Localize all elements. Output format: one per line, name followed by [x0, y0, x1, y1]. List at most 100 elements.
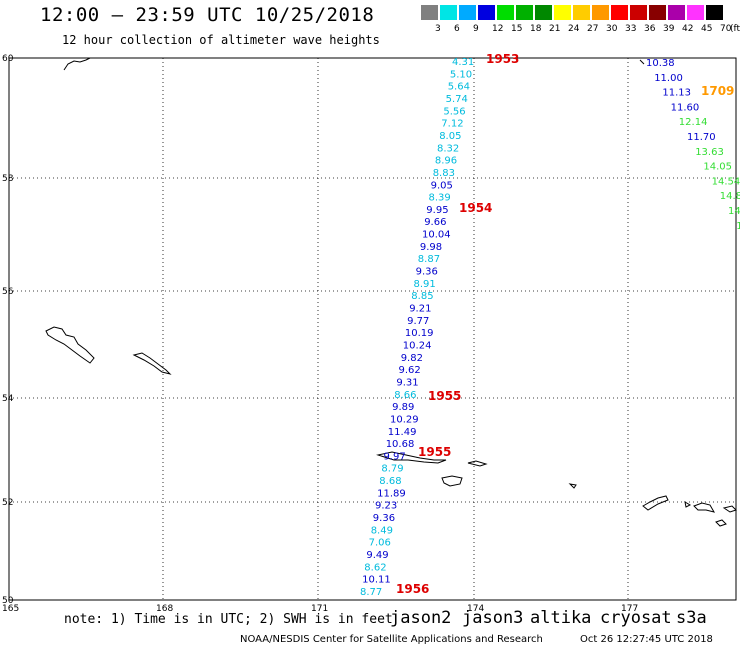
legend-swatch [630, 5, 647, 20]
swh-value: 9.49 [366, 550, 388, 561]
swh-value: 10.04 [422, 230, 451, 241]
swh-value: 8.49 [371, 525, 393, 536]
swh-value: 14. [728, 206, 740, 217]
timestamp-text: Oct 26 12:27:45 UTC 2018 [580, 634, 713, 645]
legend-swatch [592, 5, 609, 20]
legend-swatch [668, 5, 685, 20]
lon-label: 171 [311, 604, 328, 614]
swh-value: 7.12 [441, 119, 463, 130]
sat-altika-label: altika [530, 608, 592, 628]
swh-value: 9.89 [392, 402, 414, 413]
legend-swatch [687, 5, 704, 20]
swh-value: 10.19 [405, 328, 434, 339]
lon-label: 168 [156, 604, 173, 614]
swh-value: 10.38 [646, 58, 675, 69]
credit-text: NOAA/NESDIS Center for Satellite Applica… [240, 634, 543, 645]
swh-value: 9.77 [407, 316, 429, 327]
swh-value: 9.36 [373, 513, 395, 524]
legend-swatch [497, 5, 514, 20]
sat-s3a-label: s3a [676, 608, 707, 628]
legend-swatch [573, 5, 590, 20]
swh-value: 9.97 [384, 451, 406, 462]
lon-label: 177 [621, 604, 638, 614]
swh-value: 14.8 [720, 191, 740, 202]
swh-value: 1 [736, 221, 740, 232]
swh-value: 13.63 [695, 147, 724, 158]
sat-cryosat-label: cryosat [600, 608, 672, 628]
legend-swatch [516, 5, 533, 20]
legend-unit: (ft) [730, 24, 740, 34]
coastline [132, 352, 172, 375]
legend-swatch [611, 5, 628, 20]
map-frame [8, 57, 737, 601]
swh-value: 9.23 [375, 501, 397, 512]
legend-label: 9 [473, 24, 479, 34]
swh-value: 10.68 [386, 439, 415, 450]
legend-swatch [440, 5, 457, 20]
pass-time-label: 1955 [418, 445, 451, 459]
coastline [684, 500, 692, 508]
legend-label: 21 [549, 24, 561, 34]
swh-value: 8.39 [429, 193, 451, 204]
swh-value: 8.62 [364, 562, 386, 573]
pass-time-label: 1954 [459, 201, 492, 215]
legend-label: 33 [625, 24, 637, 34]
swh-value: 9.98 [420, 242, 442, 253]
coastline [722, 505, 737, 513]
legend-label: 24 [568, 24, 580, 34]
legend-label: 70 [720, 24, 732, 34]
legend-label: 12 [492, 24, 504, 34]
swh-value: 7.06 [369, 538, 391, 549]
coastline [63, 57, 91, 71]
sat-jason2-label: jason2 [390, 608, 452, 628]
swh-value: 11.00 [654, 73, 683, 84]
legend-label: 27 [587, 24, 599, 34]
swh-value: 10.24 [403, 341, 432, 352]
legend-label: 39 [663, 24, 675, 34]
swh-value: 5.64 [448, 82, 470, 93]
legend-label: 30 [606, 24, 618, 34]
legend-swatch [535, 5, 552, 20]
swh-value: 9.31 [396, 378, 418, 389]
swh-value: 12.14 [679, 117, 708, 128]
swh-value: 9.21 [409, 304, 431, 315]
coastline [45, 326, 95, 364]
lat-label: 52 [2, 498, 13, 508]
coastline [441, 475, 463, 487]
swh-value: 9.36 [416, 267, 438, 278]
swh-value: 10.29 [390, 414, 419, 425]
swh-value: 11.49 [388, 427, 417, 438]
lat-label: 60 [2, 54, 14, 64]
coastline [376, 451, 447, 464]
swh-value: 8.87 [418, 254, 440, 265]
swh-value: 8.83 [433, 168, 455, 179]
swh-value: 11.89 [377, 488, 406, 499]
swh-value: 8.77 [360, 587, 382, 598]
coastline [467, 460, 488, 467]
legend-label: 42 [682, 24, 694, 34]
legend-label: 45 [701, 24, 713, 34]
legend-label: 15 [511, 24, 523, 34]
legend-swatch [649, 5, 666, 20]
lat-label: 54 [2, 394, 14, 404]
coastline [642, 495, 669, 511]
map-subtitle: 12 hour collection of altimeter wave hei… [62, 33, 380, 47]
swh-value: 9.95 [426, 205, 448, 216]
swh-value: 14.05 [703, 162, 732, 173]
legend-label: 3 [435, 24, 441, 34]
legend-label: 36 [644, 24, 656, 34]
swh-value: 8.05 [439, 131, 461, 142]
swh-value: 10.11 [362, 575, 391, 586]
swh-value: 5.74 [446, 94, 468, 105]
swh-value: 8.85 [411, 291, 433, 302]
swh-value: 8.32 [437, 143, 459, 154]
legend-swatch [421, 5, 438, 20]
swh-value: 5.56 [443, 106, 465, 117]
swh-value: 11.13 [662, 88, 691, 99]
pass-time-label: 1709 [701, 84, 734, 98]
lat-label: 58 [2, 174, 14, 184]
swh-value: 9.66 [424, 217, 446, 228]
legend-swatch [554, 5, 571, 20]
pass-time-label: 1953 [486, 52, 519, 66]
